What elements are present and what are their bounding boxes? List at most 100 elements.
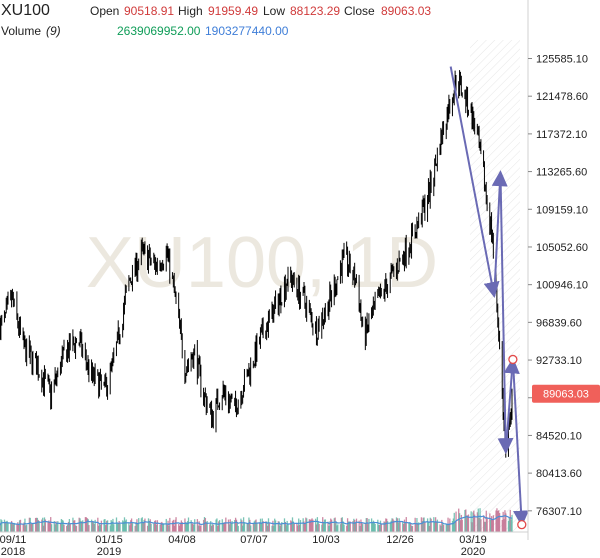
volume-bar (211, 524, 214, 532)
drawing-arrows[interactable] (449, 66, 530, 530)
volume-bar (299, 520, 302, 532)
volume-bar (85, 517, 87, 532)
volume-bar (28, 517, 31, 532)
volume-bar (84, 517, 87, 532)
volume-bar (57, 521, 59, 532)
low-label: Low (263, 4, 286, 18)
volume-bar (93, 523, 95, 532)
volume-bar (61, 519, 63, 532)
volume-bar (386, 521, 389, 532)
trend-arrow[interactable] (511, 359, 530, 527)
volume-bar (187, 517, 190, 532)
volume-bar (44, 519, 47, 532)
volume-bar (79, 518, 81, 532)
volume-bar (38, 520, 40, 532)
volume-bar (360, 519, 362, 532)
volume-bar (478, 517, 480, 532)
volume-bar (35, 517, 38, 532)
volume-bar (471, 522, 473, 532)
volume-bar (10, 523, 12, 532)
volume-bar (98, 524, 101, 532)
volume-bar (408, 522, 410, 532)
volume-bar (36, 517, 39, 532)
trend-arrow[interactable] (497, 172, 514, 455)
volume-bar (410, 523, 412, 532)
volume-bar (386, 518, 388, 532)
volume-bar (298, 524, 301, 532)
volume-bar (427, 522, 430, 532)
volume-bar (142, 523, 144, 532)
volume-bar (446, 524, 448, 532)
volume-bar (290, 521, 293, 532)
volume-bar (421, 520, 423, 532)
volume-bar (302, 518, 304, 532)
volume-bar (283, 518, 286, 532)
volume-bar (490, 516, 493, 532)
volume-bar (26, 524, 28, 532)
volume-bar (92, 522, 95, 532)
volume-bar (131, 523, 134, 532)
anchor-point[interactable] (517, 520, 527, 530)
volume-bar (11, 523, 14, 532)
volume-bar (378, 524, 380, 532)
trend-arrow[interactable] (449, 66, 500, 299)
volume-bar (318, 523, 320, 532)
volume-bar (354, 519, 356, 532)
volume-bar (445, 524, 447, 532)
volume-bar (483, 521, 486, 532)
volume-bar (228, 524, 231, 532)
trend-arrow[interactable] (491, 170, 508, 297)
volume-bar (200, 525, 202, 532)
volume-bar (47, 522, 49, 532)
volume-bar (377, 519, 379, 532)
volume-bar (312, 519, 314, 532)
volume-bar (196, 519, 199, 532)
volume-bar (10, 520, 13, 532)
volume-bar (442, 523, 444, 532)
volume-bar (367, 524, 369, 532)
volume-bar (472, 512, 474, 532)
volume-bar (424, 522, 426, 532)
volume-bar (272, 520, 274, 532)
volume-bar (385, 518, 387, 532)
anchor-point[interactable] (508, 354, 518, 365)
volume-bar (140, 518, 143, 532)
volume-bar (99, 524, 102, 532)
volume-bar (97, 517, 99, 532)
volume-bar (136, 519, 138, 532)
volume-bar (23, 522, 25, 532)
volume-bar (87, 518, 89, 532)
volume-bar (194, 519, 196, 532)
volume-bar (466, 515, 469, 532)
last-price-box (532, 384, 600, 403)
volume-bar (505, 513, 507, 532)
trend-arrow[interactable] (503, 357, 520, 453)
volume-bar (62, 520, 64, 532)
volume-bar (323, 519, 326, 532)
volume-bar (277, 521, 279, 532)
volume-bar (504, 510, 506, 532)
volume-bar (470, 511, 472, 532)
volume-bar (466, 515, 468, 532)
volume-bar (403, 519, 406, 532)
volume-bar (218, 520, 221, 532)
volume-bar (204, 517, 207, 532)
volume-bar (342, 521, 344, 532)
volume-bar (252, 523, 255, 532)
volume-bar (374, 523, 376, 532)
volume-bar (59, 523, 62, 532)
x-tick-label: 04/08 (168, 534, 196, 546)
volume-bar (122, 520, 124, 532)
volume-bar (41, 519, 43, 532)
volume-bar (428, 525, 431, 532)
volume-bar (449, 518, 451, 532)
volume-bar (236, 523, 239, 532)
volume-bar (397, 522, 399, 532)
volume-bar (485, 510, 487, 532)
volume-bar (148, 520, 151, 532)
volume-bar (31, 523, 33, 532)
y-tick-label: 80413.60 (536, 468, 582, 480)
x-tick-label: 10/03 (312, 534, 340, 546)
volume-bar (267, 518, 270, 532)
